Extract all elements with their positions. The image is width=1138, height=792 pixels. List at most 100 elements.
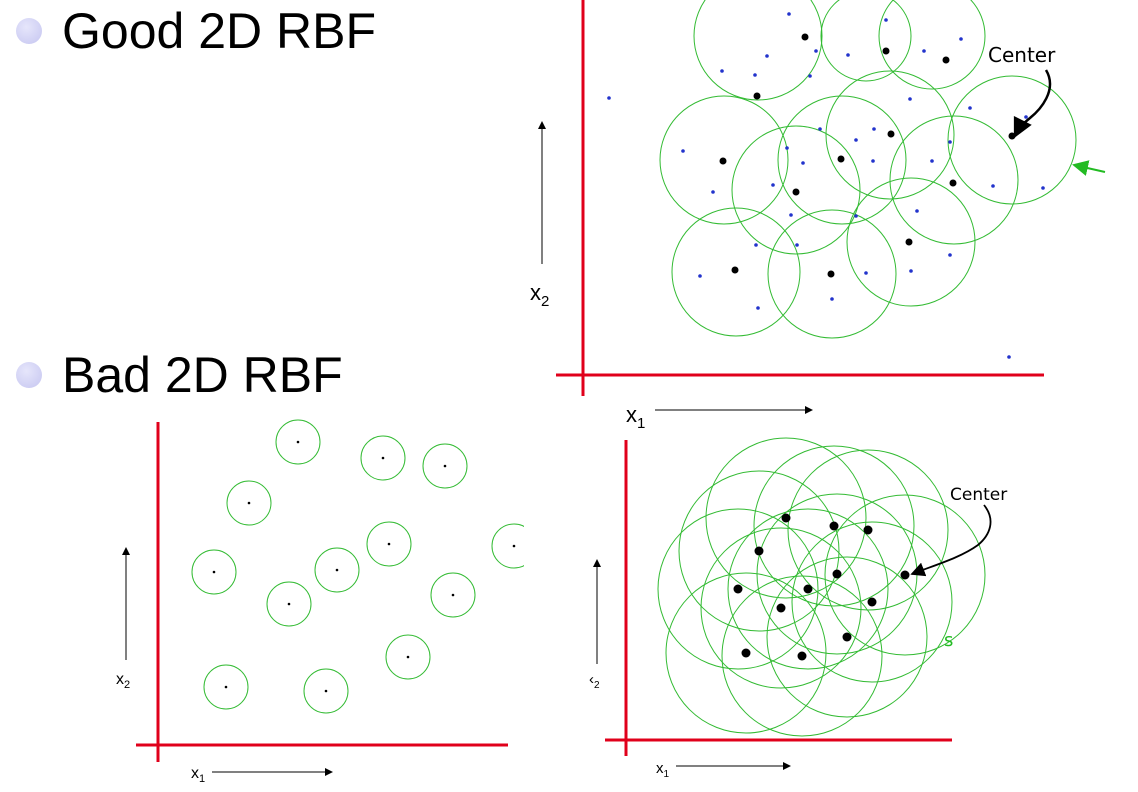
rbf-circle xyxy=(753,445,915,607)
data-point xyxy=(871,159,875,163)
data-point xyxy=(789,213,793,217)
rbf-circles xyxy=(191,419,537,714)
data-point xyxy=(830,297,834,301)
data-point xyxy=(864,271,868,275)
data-point xyxy=(753,73,757,77)
rbf-circle xyxy=(767,209,897,339)
bad-rbf-heading: Bad 2D RBF xyxy=(62,347,343,403)
rbf-circle xyxy=(678,470,840,632)
rbf-circle xyxy=(385,634,431,680)
green-annotation: s xyxy=(944,630,953,651)
data-point xyxy=(808,74,812,78)
data-point xyxy=(846,53,850,57)
bullet-icon xyxy=(16,362,42,388)
data-point xyxy=(930,159,934,163)
center-point xyxy=(443,464,447,468)
data-point xyxy=(1007,355,1011,359)
rbf-circle xyxy=(766,556,928,718)
rbf-circle xyxy=(314,547,360,593)
rbf-circle xyxy=(825,70,955,200)
rbf-circle xyxy=(727,508,889,670)
good-rbf-plot: x2 x1 xyxy=(530,0,1106,432)
center-label: Center xyxy=(988,43,1056,67)
data-point xyxy=(720,69,724,73)
rbf-circle xyxy=(226,480,272,526)
rbf-circle xyxy=(721,575,883,737)
center-point xyxy=(296,440,300,444)
rbf-circle xyxy=(824,494,986,656)
rbf-circle xyxy=(665,572,827,734)
center-point xyxy=(212,570,216,574)
rbf-circles xyxy=(659,0,1077,339)
data-point xyxy=(754,243,758,247)
rbf-circle xyxy=(275,419,321,465)
rbf-circle xyxy=(191,549,237,595)
data-point xyxy=(785,146,789,150)
center-point xyxy=(733,584,743,594)
data-point xyxy=(909,269,913,273)
y-axis-label: ‹2 xyxy=(589,671,600,691)
center-point xyxy=(781,513,791,523)
data-points xyxy=(607,12,1045,359)
data-point xyxy=(1041,186,1045,190)
rbf-circle xyxy=(366,521,412,567)
y-axis-label: x2 xyxy=(530,280,549,310)
rbf-centers xyxy=(719,33,1016,278)
x-axis-label: x1 xyxy=(656,760,670,780)
good-rbf-heading: Good 2D RBF xyxy=(62,3,377,59)
rbf-circle xyxy=(777,95,907,225)
center-point xyxy=(905,238,913,246)
rbf-circle xyxy=(700,527,862,689)
data-point xyxy=(681,149,685,153)
data-point xyxy=(771,183,775,187)
data-point xyxy=(884,18,888,22)
rbf-circle xyxy=(657,508,819,670)
data-point xyxy=(948,253,952,257)
rbf-circle xyxy=(947,75,1077,205)
center-point xyxy=(387,542,391,546)
data-point xyxy=(915,209,919,213)
data-point xyxy=(1024,115,1028,119)
rbf-circle xyxy=(705,437,867,599)
rbf-circle xyxy=(659,95,789,225)
center-point xyxy=(797,651,807,661)
rbf-circle xyxy=(878,0,986,90)
data-point xyxy=(968,106,972,110)
x-axis-label: x1 xyxy=(626,402,645,432)
center-point xyxy=(753,92,761,100)
center-point xyxy=(731,266,739,274)
rbf-centers xyxy=(733,513,910,661)
center-point xyxy=(827,270,835,278)
rbf-circle xyxy=(422,443,468,489)
rbf-circle xyxy=(693,0,823,101)
center-point xyxy=(741,648,751,658)
center-point xyxy=(803,584,813,594)
y-axis-label: x2 xyxy=(116,671,130,691)
center-label: Center xyxy=(950,485,1007,505)
center-point xyxy=(324,689,328,693)
bad-rbf-plot: x2 x1 xyxy=(116,419,584,785)
data-point xyxy=(854,214,858,218)
center-point xyxy=(867,597,877,607)
data-point xyxy=(698,274,702,278)
data-point xyxy=(787,12,791,16)
center-point xyxy=(882,47,890,55)
data-point xyxy=(756,306,760,310)
rbf-circle xyxy=(731,125,861,255)
data-point xyxy=(854,138,858,142)
rbf-centers xyxy=(212,440,516,693)
center-point xyxy=(754,546,764,556)
center-point xyxy=(512,544,516,548)
bad-rbf-wide-plot: ‹2 x1 xyxy=(589,437,1007,780)
center-point xyxy=(247,501,251,505)
crop-mask xyxy=(524,420,584,720)
center-point xyxy=(900,570,910,580)
center-point xyxy=(829,521,839,531)
center-point xyxy=(224,685,228,689)
data-point xyxy=(765,54,769,58)
center-point xyxy=(335,568,339,572)
center-point xyxy=(776,603,786,613)
data-point xyxy=(711,190,715,194)
rbf-circle xyxy=(791,521,953,683)
